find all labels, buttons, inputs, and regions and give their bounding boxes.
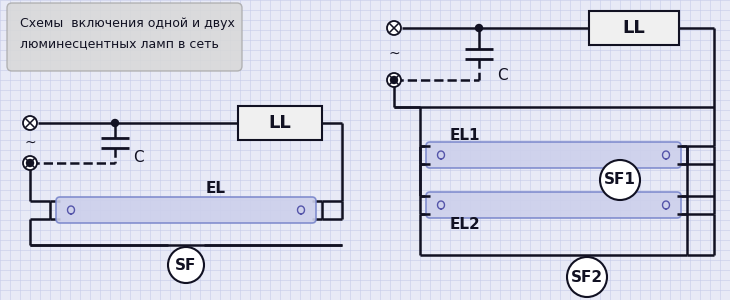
Circle shape [391, 76, 398, 83]
FancyBboxPatch shape [238, 106, 322, 140]
Text: SF1: SF1 [604, 172, 636, 188]
Text: LL: LL [269, 114, 291, 132]
Text: ~: ~ [388, 47, 400, 61]
Circle shape [23, 156, 37, 170]
Circle shape [23, 116, 37, 130]
Text: Схемы  включения одной и двух
люминесцентных ламп в сеть: Схемы включения одной и двух люминесцент… [20, 17, 235, 50]
Text: C: C [497, 68, 507, 82]
Text: C: C [133, 151, 144, 166]
Circle shape [600, 160, 640, 200]
FancyBboxPatch shape [7, 3, 242, 71]
FancyBboxPatch shape [426, 142, 681, 168]
FancyBboxPatch shape [589, 11, 679, 45]
FancyBboxPatch shape [56, 197, 316, 223]
Text: ~: ~ [24, 136, 36, 150]
Text: EL1: EL1 [450, 128, 480, 143]
Circle shape [567, 257, 607, 297]
Circle shape [168, 247, 204, 283]
Text: EL2: EL2 [450, 217, 481, 232]
Text: EL: EL [206, 181, 226, 196]
FancyBboxPatch shape [426, 192, 681, 218]
Text: SF: SF [175, 257, 196, 272]
Circle shape [26, 160, 34, 167]
Circle shape [387, 21, 401, 35]
Text: SF2: SF2 [571, 269, 603, 284]
Text: LL: LL [623, 19, 645, 37]
Circle shape [387, 73, 401, 87]
Circle shape [475, 25, 483, 32]
Circle shape [112, 119, 118, 127]
